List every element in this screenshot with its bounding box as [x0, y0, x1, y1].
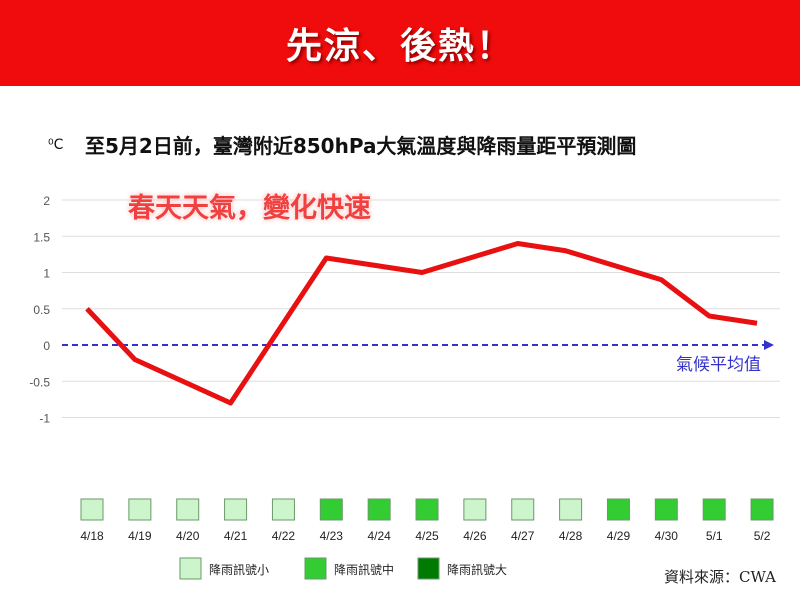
x-tick-label: 4/20 [176, 529, 200, 543]
rain-signal-box [750, 498, 774, 521]
y-tick-label: 1.5 [33, 230, 50, 244]
x-tick-label: 4/19 [128, 529, 152, 543]
rain-signal-box [702, 498, 726, 521]
legend-swatch [304, 557, 327, 580]
x-tick-label: 4/25 [415, 529, 439, 543]
x-tick-label: 4/18 [80, 529, 104, 543]
x-tick-label: 4/28 [559, 529, 583, 543]
legend-label: 降雨訊號大 [447, 562, 507, 577]
x-tick-label: 4/22 [272, 529, 296, 543]
rain-signal-box [511, 498, 535, 521]
y-tick-label: -0.5 [29, 375, 50, 389]
rain-signal-box [559, 498, 583, 521]
x-tick-label: 4/21 [224, 529, 248, 543]
y-tick-label: 0.5 [33, 303, 50, 317]
temperature-line [85, 241, 758, 406]
x-tick-label: 5/1 [706, 529, 723, 543]
y-tick-label: 0 [43, 339, 50, 353]
rain-signal-box [367, 498, 391, 521]
banner-title: 先涼、後熱！ [285, 26, 514, 67]
rain-signal-box [463, 498, 487, 521]
annotation: 春天天氣，變化快速 [128, 193, 371, 224]
banner: 先涼、後熱！ [0, 0, 800, 86]
chart-title: 至5月2日前，臺灣附近850hPa大氣溫度與降雨量距平預測圖 [85, 134, 637, 158]
x-tick-label: 4/29 [607, 529, 631, 543]
x-tick-label: 5/2 [754, 529, 771, 543]
rain-signal-box [271, 498, 295, 521]
rain-signal-box [606, 498, 630, 521]
rain-signal-box [654, 498, 678, 521]
legend-label: 降雨訊號小 [209, 562, 269, 577]
y-tick-label: 2 [43, 194, 50, 208]
arrow-head-icon [764, 340, 774, 350]
x-tick-label: 4/27 [511, 529, 535, 543]
reference-line-label: 氣候平均值 [676, 355, 761, 375]
x-tick-label: 4/23 [320, 529, 344, 543]
x-tick-label: 4/30 [655, 529, 679, 543]
rain-signal-box [80, 498, 104, 521]
x-tick-label: 4/24 [367, 529, 391, 543]
y-tick-label: -1 [39, 412, 50, 426]
legend-swatch [179, 557, 202, 580]
rain-signal-box [176, 498, 200, 521]
x-tick-label: 4/26 [463, 529, 487, 543]
legend-swatch [417, 557, 440, 580]
legend-label: 降雨訊號中 [334, 562, 394, 577]
y-axis-unit: ⁰C [48, 137, 64, 153]
y-tick-label: 1 [43, 267, 50, 281]
rain-signal-box [319, 498, 343, 521]
rain-signal-box [128, 498, 152, 521]
rain-signal-box [224, 498, 248, 521]
rain-signal-box [415, 498, 439, 521]
source-text: 資料來源：CWA [664, 568, 776, 586]
